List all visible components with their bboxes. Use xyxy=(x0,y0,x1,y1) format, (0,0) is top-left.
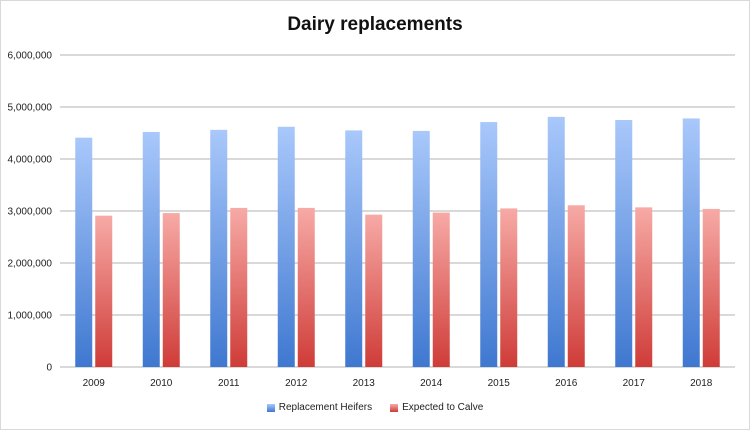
bar-expected-to-calve xyxy=(230,207,248,367)
bar-expected-to-calve xyxy=(635,207,653,367)
bar-expected-to-calve xyxy=(567,205,585,367)
bar-replacement-heifers xyxy=(75,137,93,367)
bar-expected-to-calve xyxy=(365,214,383,367)
chart-title: Dairy replacements xyxy=(287,14,463,35)
legend-swatch-red xyxy=(390,403,399,412)
y-tick-label: 4,000,000 xyxy=(8,155,53,166)
bar-replacement-heifers xyxy=(547,116,565,367)
x-tick-label: 2013 xyxy=(353,378,376,389)
legend-label: Expected to Calve xyxy=(402,402,484,413)
x-tick-label: 2015 xyxy=(488,378,511,389)
bars xyxy=(75,116,720,367)
y-tick-label: 5,000,000 xyxy=(8,103,53,114)
y-tick-label: 1,000,000 xyxy=(8,311,53,322)
y-tick-label: 3,000,000 xyxy=(8,207,53,218)
y-tick-label: 6,000,000 xyxy=(8,51,53,62)
gridlines xyxy=(60,54,735,368)
x-axis-ticks: 2009 2010 2011 2012 2013 2014 2015 2016 2017 2018 xyxy=(83,378,713,389)
x-tick-label: 2014 xyxy=(420,378,443,389)
bar-replacement-heifers xyxy=(345,130,363,367)
bar-replacement-heifers xyxy=(480,122,498,367)
x-tick-label: 2017 xyxy=(623,378,646,389)
x-tick-label: 2011 xyxy=(218,378,240,389)
legend-item-replacement-heifers: Replacement Heifers xyxy=(266,402,373,413)
x-tick-label: 2018 xyxy=(690,378,713,389)
bar-replacement-heifers xyxy=(412,130,430,367)
bar-replacement-heifers xyxy=(277,126,295,367)
y-tick-label: 0 xyxy=(46,363,52,374)
y-tick-label: 2,000,000 xyxy=(8,259,53,270)
legend: Replacement Heifers Expected to Calve xyxy=(0,402,750,413)
bar-replacement-heifers xyxy=(615,120,633,367)
bar-expected-to-calve xyxy=(432,212,450,367)
bar-expected-to-calve xyxy=(95,215,113,367)
bar-expected-to-calve xyxy=(297,207,315,367)
bar-expected-to-calve xyxy=(500,208,518,367)
bar-expected-to-calve xyxy=(162,213,180,367)
bar-replacement-heifers xyxy=(210,129,228,367)
y-axis-ticks: 0 1,000,000 2,000,000 3,000,000 4,000,000 5,0… xyxy=(8,51,53,374)
bar-expected-to-calve xyxy=(702,208,720,367)
legend-item-expected-to-calve: Expected to Calve xyxy=(390,402,483,413)
legend-swatch-blue xyxy=(266,403,275,412)
bar-replacement-heifers xyxy=(682,118,700,367)
legend-label: Replacement Heifers xyxy=(278,402,373,413)
x-tick-label: 2016 xyxy=(555,378,578,389)
x-tick-label: 2010 xyxy=(150,378,173,389)
x-tick-label: 2012 xyxy=(285,378,308,389)
x-tick-label: 2009 xyxy=(83,378,106,389)
bar-replacement-heifers xyxy=(142,131,160,367)
